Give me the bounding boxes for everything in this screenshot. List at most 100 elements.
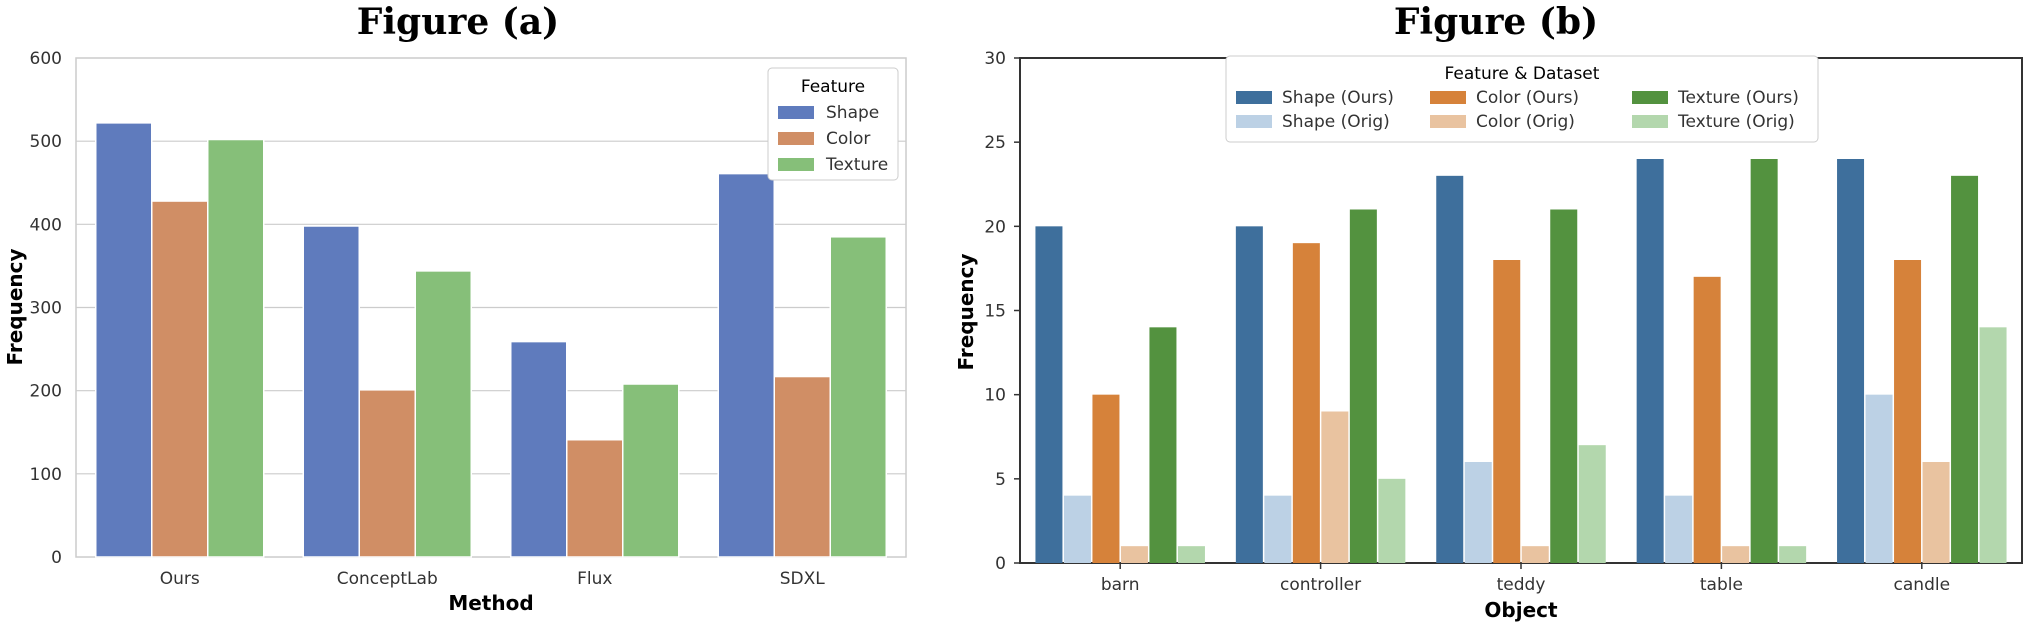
- chart-b-bar-shape-orig-barn: [1063, 495, 1091, 563]
- chart-a-legend-label-shape: Shape: [826, 103, 879, 123]
- chart-b-bar-texture-orig-barn: [1177, 546, 1205, 563]
- chart-b-bar-texture-ours-table: [1750, 159, 1778, 563]
- chart-b-legend-label-shape-orig: Shape (Orig): [1282, 112, 1390, 132]
- chart-b-bar-color-orig-controller: [1321, 411, 1349, 563]
- chart-a-y-tick-label: 600: [30, 49, 62, 69]
- chart-a-legend: Feature Shape Color Texture: [767, 67, 899, 181]
- chart-b-bars: [1035, 159, 2007, 564]
- chart-a-x-tick-label: SDXL: [780, 569, 826, 589]
- chart-b-x-tick-label: barn: [1101, 575, 1140, 595]
- chart-b-x-axis-label: Object: [1484, 598, 1558, 622]
- chart-a-y-tick-label: 100: [30, 465, 62, 485]
- chart-a-y-tick-label: 0: [51, 548, 62, 568]
- chart-a-legend-swatch-color: [778, 132, 814, 145]
- chart-a-x-axis-label: Method: [448, 591, 533, 615]
- chart-a-y-tick-label: 300: [30, 299, 62, 319]
- chart-b-y-tick-label: 10: [984, 386, 1006, 406]
- chart-a-bar-color-sdxl: [773, 375, 831, 558]
- chart-a-title: Figure (a): [357, 1, 559, 43]
- chart-b-legend-swatch-color-ours: [1430, 91, 1466, 104]
- chart-b-legend-label-color-ours: Color (Ours): [1476, 88, 1579, 108]
- chart-a-bar-texture-conceptlab: [414, 270, 472, 558]
- chart-b-legend-swatch-texture-orig: [1632, 115, 1668, 128]
- chart-a-x-tick-label: Ours: [160, 569, 200, 589]
- chart-a-bar-shape-ours: [95, 122, 153, 558]
- chart-b-bar-shape-ours-table: [1636, 159, 1664, 563]
- chart-b-bar-texture-ours-candle: [1951, 175, 1979, 564]
- chart-a-legend-label-color: Color: [826, 129, 870, 149]
- chart-a-x-tick-label: ConceptLab: [337, 569, 438, 589]
- chart-a-bar-texture-flux: [622, 383, 680, 558]
- chart-a-legend-label-texture: Texture: [825, 155, 888, 175]
- chart-a-bar-color-flux: [566, 438, 624, 558]
- chart-a-bar-texture-sdxl: [829, 236, 887, 558]
- chart-b-legend-swatch-color-orig: [1430, 115, 1466, 128]
- chart-b-y-tick-label: 5: [995, 470, 1006, 490]
- chart-a-bar-shape-sdxl: [717, 172, 775, 558]
- chart-a-legend-swatch-texture: [778, 158, 814, 171]
- chart-a-legend-box: [767, 67, 899, 181]
- chart-a-legend-items: Shape Color Texture: [778, 103, 888, 175]
- chart-a-legend-title: Feature: [801, 77, 865, 97]
- chart-b: Figure (b) 0 5 10 15 20 25 30 barn controller te…: [954, 1, 2023, 622]
- chart-b-legend-label-shape-ours: Shape (Ours): [1282, 88, 1394, 108]
- chart-a-bar-color-ours: [151, 200, 209, 558]
- chart-b-legend-box: [1225, 55, 1819, 143]
- chart-b-bar-shape-ours-barn: [1035, 226, 1063, 564]
- chart-b-legend-title: Feature & Dataset: [1445, 64, 1600, 84]
- chart-b-bar-shape-orig-teddy: [1464, 462, 1492, 563]
- chart-b-y-ticks: 0 5 10 15 20 25 30: [984, 49, 1020, 574]
- chart-a-x-ticks: Ours ConceptLab Flux SDXL: [160, 569, 826, 589]
- chart-b-y-tick-label: 20: [984, 217, 1006, 237]
- chart-b-y-tick-label: 25: [984, 133, 1006, 153]
- chart-b-y-axis-label: Frequency: [954, 253, 978, 370]
- chart-b-title: Figure (b): [1394, 1, 1598, 43]
- chart-a-x-tick-label: Flux: [577, 569, 612, 589]
- chart-b-bar-color-ours-teddy: [1493, 260, 1521, 563]
- chart-b-bar-color-orig-table: [1722, 546, 1750, 563]
- chart-b-bar-texture-orig-candle: [1979, 327, 2007, 563]
- chart-b-bar-color-orig-teddy: [1521, 546, 1549, 563]
- chart-b-bar-shape-orig-controller: [1264, 495, 1292, 563]
- chart-a-bar-texture-ours: [207, 138, 265, 558]
- chart-b-bar-shape-orig-table: [1665, 495, 1693, 563]
- chart-a-bar-shape-conceptlab: [302, 225, 360, 558]
- chart-b-bar-texture-ours-barn: [1149, 327, 1177, 563]
- chart-b-bar-texture-orig-teddy: [1578, 445, 1606, 563]
- chart-a-y-tick-label: 500: [30, 132, 62, 152]
- chart-b-bar-texture-ours-teddy: [1550, 209, 1578, 563]
- chart-b-legend-label-texture-orig: Texture (Orig): [1677, 112, 1795, 132]
- chart-b-x-ticks: barn controller teddy table candle: [1101, 563, 1950, 595]
- chart-b-legend-label-color-orig: Color (Orig): [1476, 112, 1575, 132]
- chart-b-legend-items: Shape (Ours) Shape (Orig) Color (Ours) Colo…: [1236, 88, 1799, 132]
- chart-a: Figure (a) 0 100 200 300 400 500 600 Ours Conce…: [3, 1, 907, 615]
- chart-b-x-tick-label: candle: [1894, 575, 1951, 595]
- chart-b-bar-shape-ours-controller: [1235, 226, 1263, 564]
- chart-b-x-tick-label: controller: [1280, 575, 1361, 595]
- chart-a-bars: [95, 122, 887, 558]
- chart-b-bar-color-orig-barn: [1120, 546, 1148, 563]
- chart-b-legend: Feature & Dataset Shape (Ours) Shape (Ori…: [1225, 55, 1819, 143]
- chart-b-bar-shape-ours-teddy: [1436, 175, 1464, 564]
- chart-b-bar-color-ours-controller: [1292, 243, 1320, 563]
- chart-b-bar-color-orig-candle: [1922, 462, 1950, 563]
- chart-b-y-tick-label: 0: [995, 554, 1006, 574]
- chart-a-y-axis-label: Frequency: [3, 248, 27, 365]
- chart-b-y-tick-label: 15: [984, 302, 1006, 322]
- chart-a-bar-color-conceptlab: [358, 389, 416, 558]
- chart-b-legend-label-texture-ours: Texture (Ours): [1677, 88, 1799, 108]
- chart-b-bar-color-ours-candle: [1894, 260, 1922, 563]
- chart-b-y-tick-label: 30: [984, 49, 1006, 69]
- chart-a-y-ticks: 0 100 200 300 400 500 600: [30, 49, 62, 568]
- chart-b-bar-shape-orig-candle: [1865, 394, 1893, 563]
- chart-b-bar-texture-orig-table: [1779, 546, 1807, 563]
- chart-a-legend-swatch-shape: [778, 106, 814, 119]
- chart-b-x-tick-label: teddy: [1497, 575, 1546, 595]
- chart-b-bar-color-ours-barn: [1092, 394, 1120, 563]
- chart-b-x-tick-label: table: [1700, 575, 1743, 595]
- chart-b-bar-texture-ours-controller: [1349, 209, 1377, 563]
- chart-b-legend-swatch-texture-ours: [1632, 91, 1668, 104]
- chart-b-bar-texture-orig-controller: [1378, 478, 1406, 563]
- chart-a-y-tick-label: 400: [30, 215, 62, 235]
